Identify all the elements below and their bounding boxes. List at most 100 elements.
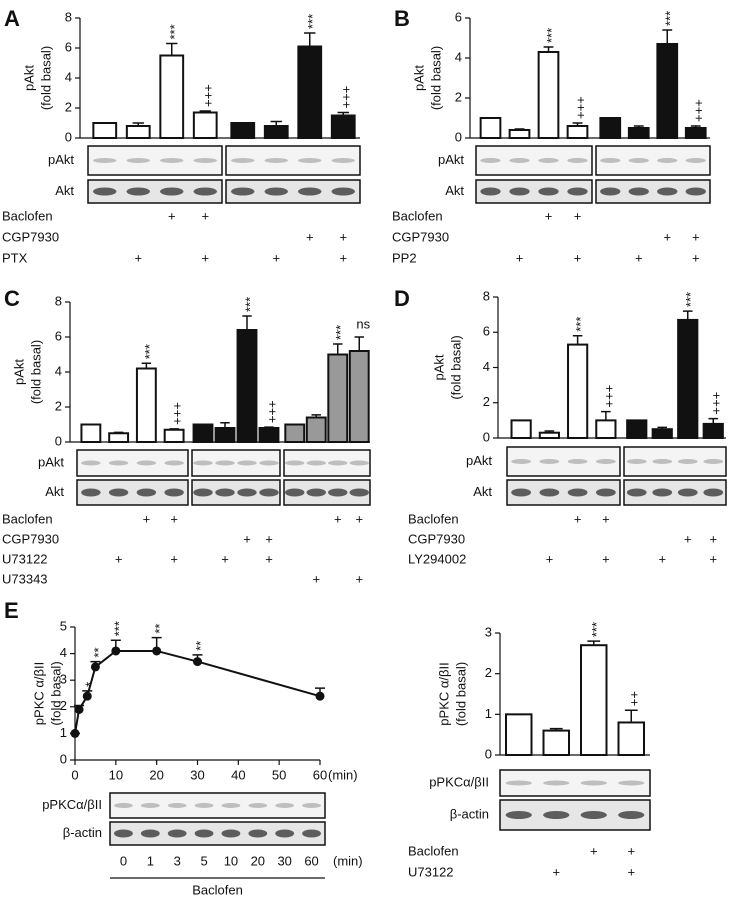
treatment-mark: + (546, 551, 554, 566)
treatment-label: U73122 (2, 551, 48, 566)
bar (626, 419, 648, 439)
point (70, 728, 80, 738)
bar (702, 422, 724, 439)
significance-label: +++ (201, 84, 216, 107)
bar (537, 51, 560, 139)
y-tick-label: 2 (65, 99, 72, 114)
y-axis-label: (fold basal) (453, 662, 468, 726)
blot-band (306, 460, 326, 466)
blot-band (126, 158, 150, 163)
error-bar (113, 431, 124, 434)
y-tick-label: 2 (55, 398, 62, 413)
significance-label: ++ (627, 691, 642, 706)
bar (656, 43, 679, 139)
treatment-mark: + (265, 551, 273, 566)
bar (479, 117, 502, 139)
blot-band (231, 187, 255, 196)
y-axis-label: pAkt (411, 65, 426, 91)
error-bar (657, 426, 668, 430)
blot-band (595, 488, 616, 497)
y-tick-label: 6 (483, 324, 490, 339)
blot-band (264, 158, 288, 163)
blot-band (93, 187, 117, 196)
blot-label: pPKCα/βII (429, 774, 489, 789)
treatment-mark: + (339, 250, 347, 265)
treatment-mark: + (312, 571, 320, 586)
y-tick-label: 3 (485, 624, 492, 639)
blot-band (480, 187, 501, 196)
error-bar (514, 128, 525, 130)
x-tick-label: 40 (231, 767, 245, 782)
lane-label: 3 (174, 853, 181, 868)
error-bar (220, 422, 230, 428)
y-tick-label: 4 (65, 69, 72, 84)
treatment-mark: + (590, 843, 598, 858)
y-tick-label: 5 (60, 618, 67, 633)
treatment-label: Baclofen (2, 208, 53, 223)
point (74, 704, 84, 714)
blot-band (328, 460, 348, 466)
treatment-mark: + (265, 531, 273, 546)
blot-band (538, 187, 559, 196)
bar (580, 644, 608, 757)
blot-band (237, 460, 257, 466)
error-bar (572, 335, 583, 345)
blot-band (677, 459, 698, 464)
treatment-label: PP2 (392, 250, 417, 265)
blot-band (302, 803, 321, 808)
blot-band (480, 158, 501, 163)
y-tick-label: 2 (455, 89, 462, 104)
error-bar (333, 343, 343, 355)
treatment-mark: + (627, 864, 635, 879)
blot-band (93, 158, 117, 163)
error-bar (242, 315, 252, 330)
significance-label: *** (111, 621, 126, 636)
blot-label: pPKCα/βII (42, 797, 102, 812)
lane-label: 30 (277, 853, 291, 868)
blot-band (275, 803, 295, 808)
treatment-mark: + (334, 511, 342, 526)
blot-band (703, 488, 724, 497)
bar (135, 367, 157, 443)
significance-label: +++ (601, 385, 616, 408)
treatment-mark: + (201, 208, 209, 223)
treatment-mark: + (635, 250, 643, 265)
blot-label: β-actin (63, 825, 102, 840)
blot-band (543, 780, 570, 786)
error-bar (169, 428, 179, 430)
treatment-mark: + (115, 551, 123, 566)
blot-band (221, 803, 241, 808)
error-bar (633, 125, 644, 128)
blot-band (618, 780, 645, 786)
error-bar (304, 32, 316, 47)
blot-label: pAkt (38, 454, 64, 469)
bar (236, 329, 258, 443)
bar (505, 713, 533, 756)
blot-band (231, 158, 255, 163)
blot-band (511, 488, 532, 497)
error-bar (601, 410, 611, 421)
bar (297, 45, 323, 139)
bar (305, 416, 327, 443)
x-axis-label: (min) (328, 767, 358, 782)
significance-label: +++ (709, 392, 724, 415)
blot-band (160, 158, 184, 163)
y-tick-label: 3 (60, 672, 67, 687)
blot-band (126, 187, 150, 196)
x-tick-label: 50 (272, 767, 286, 782)
y-tick-label: 2 (485, 665, 492, 680)
bar (80, 423, 102, 443)
error-bar (264, 426, 274, 428)
treatment-mark: + (692, 250, 700, 265)
blot-band (193, 158, 217, 163)
error-bar (337, 111, 349, 116)
treatment-mark: + (602, 511, 610, 526)
bar (125, 125, 151, 139)
blot-band (108, 488, 129, 497)
error-bar (132, 122, 144, 126)
blot-band (114, 803, 133, 808)
treatment-mark: + (221, 551, 229, 566)
treatment-label: LY294002 (408, 551, 466, 566)
blot-band (136, 488, 157, 497)
blot-band (580, 780, 607, 786)
